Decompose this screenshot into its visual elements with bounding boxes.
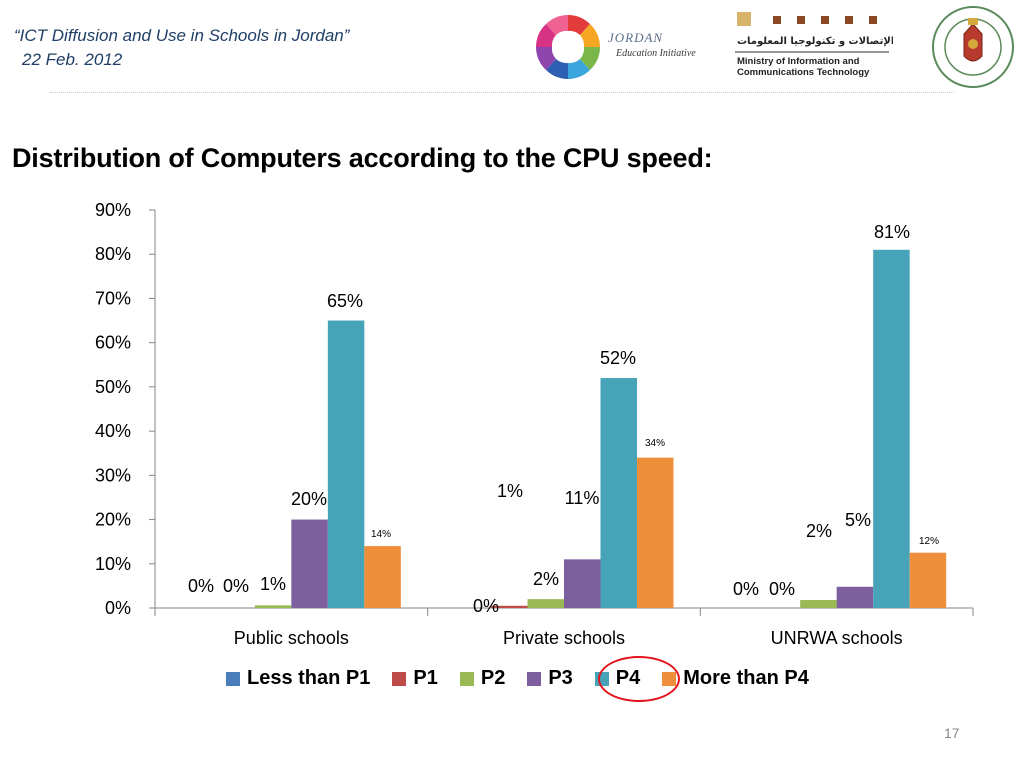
bar (909, 552, 947, 608)
data-label: 20% (291, 489, 327, 509)
legend-item: P1 (392, 667, 438, 690)
x-axis: Public schools Private schools UNRWA schoo… (154, 607, 974, 648)
legend-swatch (459, 671, 474, 686)
category-label: Private schools (503, 628, 625, 648)
legend-item: P2 (459, 667, 506, 690)
y-axis: 0% 10% 20% 30% 40% 50% 60% 70% 80% 90% (95, 200, 156, 618)
bar (873, 249, 910, 609)
page-title: Distribution of Computers according to t… (12, 143, 713, 173)
data-label: 0% (223, 576, 249, 596)
presentation-title-line1: “ICT Diffusion and Use in Schools in Jor… (14, 26, 350, 45)
y-tick-label: 50% (95, 377, 131, 397)
ministry-english-line2: Communications Technology (737, 67, 870, 78)
data-label: 14% (371, 529, 391, 540)
data-label: 2% (806, 521, 832, 541)
chart-bars (254, 249, 947, 609)
header-divider (50, 92, 954, 93)
jordan-education-initiative-logo: JORDAN Education Initiative (536, 15, 696, 79)
legend-label: P3 (548, 667, 573, 689)
bar (637, 457, 674, 608)
y-tick-label: 20% (95, 510, 131, 530)
data-label: 11% (565, 488, 600, 508)
ministry-of-education-seal (932, 6, 1014, 88)
legend-label: Less than P1 (247, 667, 371, 689)
y-tick-label: 80% (95, 244, 131, 264)
data-label: 81% (874, 222, 910, 242)
bar (564, 559, 601, 608)
slide-number: 17 (944, 725, 960, 741)
data-label: 0% (188, 576, 214, 596)
data-label: 0% (473, 596, 499, 616)
data-label: 0% (769, 579, 795, 599)
y-tick-label: 40% (95, 421, 131, 441)
bar (836, 586, 874, 608)
data-label: 34% (645, 438, 665, 449)
data-label: 1% (260, 574, 286, 594)
data-label: 52% (600, 348, 636, 368)
y-tick-label: 0% (105, 598, 131, 618)
presentation-title: “ICT Diffusion and Use in Schools in Jor… (14, 24, 349, 72)
y-tick-label: 60% (95, 333, 131, 353)
legend-item: P3 (527, 667, 573, 690)
chart-legend: Less than P1 P1 P2 P3 P4 More than P4 (226, 667, 831, 690)
bar (491, 605, 528, 608)
legend-swatch (226, 671, 240, 686)
jei-logo-line1: JORDAN (608, 30, 663, 45)
data-label: 0% (733, 579, 759, 599)
ministry-ict-logo: وزارة الإتصالات و تكنولوجيا المعلومات Mi… (735, 12, 893, 78)
legend-item: Less than P1 (226, 667, 370, 690)
data-label: 5% (845, 510, 871, 530)
y-tick-label: 70% (95, 288, 131, 308)
legend-label: P2 (480, 667, 506, 689)
legend-swatch (392, 671, 407, 686)
y-tick-label: 30% (95, 465, 131, 485)
data-label: 1% (497, 481, 523, 501)
bar (327, 320, 365, 608)
data-label: 65% (327, 291, 363, 311)
data-label: 12% (919, 536, 939, 547)
bar (291, 519, 328, 608)
y-tick-label: 10% (95, 554, 131, 574)
ministry-english-line1: Ministry of Information and (737, 56, 860, 67)
presentation-date: 22 Feb. 2012 (22, 50, 123, 69)
bar (527, 599, 564, 608)
chart-data-labels: 0% 0% 0% 0% 1% 0% 1% 2% 2% 20% 11% 5% 65% 52% 81% 14% 34… (188, 222, 939, 616)
legend-swatch (527, 671, 542, 686)
legend-label: P1 (413, 667, 438, 689)
category-label: UNRWA schools (771, 628, 903, 648)
legend-item: More than P4 (662, 667, 809, 690)
legend-label: More than P4 (683, 667, 809, 689)
category-label: Public schools (234, 628, 349, 648)
data-label: 2% (533, 569, 559, 589)
y-tick-label: 90% (95, 200, 131, 220)
bar (364, 546, 401, 608)
bar (600, 378, 637, 608)
ministry-arabic-name: وزارة الإتصالات و تكنولوجيا المعلومات (737, 36, 893, 47)
bar (254, 605, 292, 608)
bar (800, 600, 837, 608)
p4-highlight-circle (598, 656, 680, 702)
jei-logo-line2: Education Initiative (615, 48, 696, 59)
